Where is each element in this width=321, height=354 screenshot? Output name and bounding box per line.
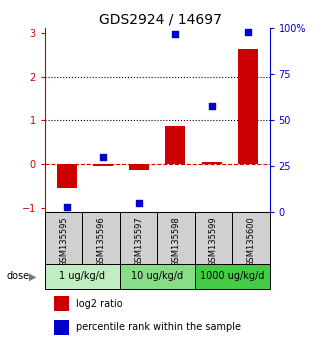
Text: GSM135599: GSM135599 — [209, 217, 218, 267]
Bar — [129, 164, 149, 170]
Point — [209, 103, 214, 108]
Bar — [45, 264, 120, 289]
Text: dose: dose — [6, 272, 30, 281]
Point — [64, 204, 69, 210]
Text: ▶: ▶ — [29, 272, 36, 281]
Text: percentile rank within the sample: percentile rank within the sample — [76, 322, 241, 332]
Bar — [195, 212, 232, 264]
Text: log2 ratio: log2 ratio — [76, 299, 123, 309]
Text: GSM135597: GSM135597 — [134, 217, 143, 267]
Bar — [120, 212, 157, 264]
Bar — [45, 212, 82, 264]
Bar — [54, 296, 69, 311]
Bar — [120, 264, 195, 289]
Bar — [232, 212, 270, 264]
Bar — [165, 126, 186, 164]
Text: GSM135596: GSM135596 — [97, 217, 106, 267]
Bar — [93, 164, 113, 166]
Text: 1 ug/kg/d: 1 ug/kg/d — [59, 272, 105, 281]
Bar — [195, 264, 270, 289]
Point — [173, 31, 178, 37]
Bar — [57, 164, 77, 188]
Text: GSM135595: GSM135595 — [59, 217, 68, 267]
Text: GSM135598: GSM135598 — [171, 217, 180, 267]
Text: GSM135600: GSM135600 — [247, 217, 256, 267]
Text: 10 ug/kg/d: 10 ug/kg/d — [131, 272, 183, 281]
Point — [100, 154, 106, 160]
Bar — [157, 212, 195, 264]
Point — [245, 29, 250, 35]
Bar — [54, 320, 69, 335]
Bar — [202, 162, 221, 164]
Point — [137, 200, 142, 206]
Bar — [238, 49, 258, 164]
Text: 1000 ug/kg/d: 1000 ug/kg/d — [200, 272, 265, 281]
Bar — [82, 212, 120, 264]
Text: GDS2924 / 14697: GDS2924 / 14697 — [99, 12, 222, 27]
